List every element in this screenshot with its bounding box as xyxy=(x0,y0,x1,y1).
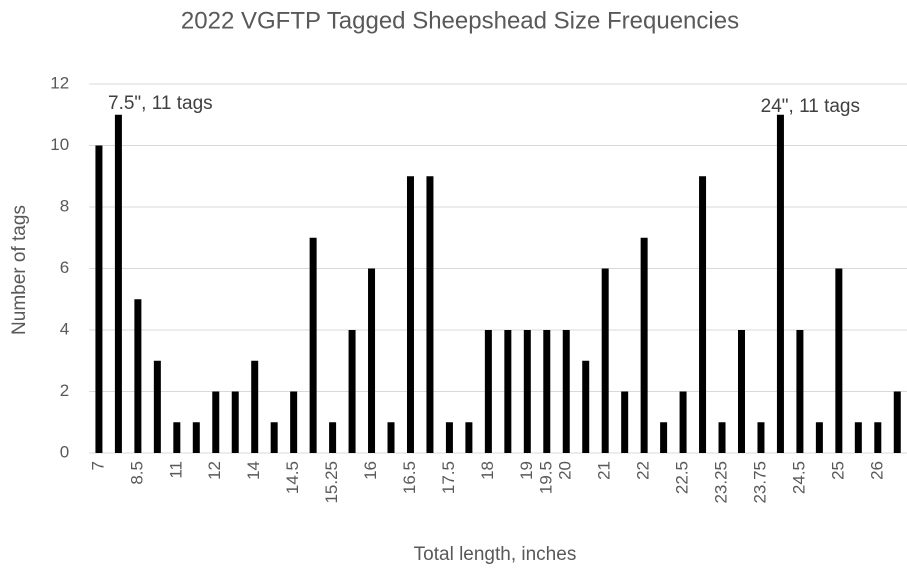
y-tick-label: 0 xyxy=(60,442,69,461)
bar xyxy=(387,422,395,453)
annotation: 24", 11 tags xyxy=(761,96,860,117)
bar xyxy=(601,268,609,453)
bar xyxy=(329,422,337,453)
bar xyxy=(251,360,259,453)
bar xyxy=(757,422,765,453)
bar xyxy=(815,422,823,453)
bar xyxy=(134,299,142,453)
bar xyxy=(368,268,376,453)
x-tick-label: 7 xyxy=(88,461,107,470)
x-tick-label: 17.5 xyxy=(439,461,458,494)
bar xyxy=(562,330,570,453)
y-tick-label: 4 xyxy=(60,319,69,338)
bar xyxy=(893,391,901,453)
bar xyxy=(348,330,356,453)
y-tick-label: 12 xyxy=(50,73,69,92)
x-tick-label: 19 xyxy=(517,461,536,480)
x-tick-label: 20 xyxy=(556,461,575,480)
bar xyxy=(776,114,784,453)
bar xyxy=(212,391,220,453)
x-tick-label: 18 xyxy=(478,461,497,480)
y-tick-label: 2 xyxy=(60,381,69,400)
bar xyxy=(737,330,745,453)
bar xyxy=(309,237,317,453)
x-tick-label: 8.5 xyxy=(127,461,146,485)
annotation: 7.5", 11 tags xyxy=(108,93,213,114)
bar xyxy=(484,330,492,453)
bar xyxy=(835,268,843,453)
bar xyxy=(231,391,239,453)
x-tick-label: 16.5 xyxy=(400,461,419,494)
x-tick-label: 14 xyxy=(244,461,263,480)
x-tick-label: 22.5 xyxy=(673,461,692,494)
bar xyxy=(718,422,726,453)
bar xyxy=(660,422,668,453)
x-tick-label: 21 xyxy=(595,461,614,480)
bar xyxy=(523,330,531,453)
bar xyxy=(543,330,551,453)
bar xyxy=(290,391,298,453)
bar xyxy=(270,422,278,453)
bar xyxy=(874,422,882,453)
bar xyxy=(95,145,103,453)
bar xyxy=(426,176,434,453)
bar xyxy=(192,422,200,453)
bar xyxy=(679,391,687,453)
y-tick-label: 8 xyxy=(60,196,69,215)
x-tick-label: 23.25 xyxy=(712,461,731,504)
bar xyxy=(640,237,648,453)
x-tick-label: 26 xyxy=(867,461,886,480)
bar xyxy=(854,422,862,453)
y-tick-label: 6 xyxy=(60,258,69,277)
x-tick-label: 22 xyxy=(634,461,653,480)
y-tick-label: 10 xyxy=(50,135,69,154)
bar xyxy=(699,176,707,453)
x-tick-label: 15.25 xyxy=(322,461,341,504)
bar xyxy=(445,422,453,453)
bar xyxy=(153,360,161,453)
bar xyxy=(582,360,590,453)
bar xyxy=(406,176,414,453)
x-tick-label: 16 xyxy=(361,461,380,480)
bar xyxy=(114,114,122,453)
bar xyxy=(465,422,473,453)
x-tick-label: 19.5 xyxy=(536,461,555,494)
x-tick-label: 14.5 xyxy=(283,461,302,494)
x-tick-label: 24.5 xyxy=(789,461,808,494)
x-tick-label: 11 xyxy=(166,461,185,479)
bar xyxy=(621,391,629,453)
chart-title: 2022 VGFTP Tagged Sheepshead Size Freque… xyxy=(181,7,739,34)
bar xyxy=(173,422,181,453)
y-axis-label: Number of tags xyxy=(9,205,30,335)
x-tick-label: 23.75 xyxy=(750,461,769,504)
x-tick-label: 25 xyxy=(828,461,847,480)
x-axis-label: Total length, inches xyxy=(414,544,577,565)
x-tick-label: 12 xyxy=(205,461,224,480)
bar xyxy=(796,330,804,453)
bar xyxy=(504,330,512,453)
